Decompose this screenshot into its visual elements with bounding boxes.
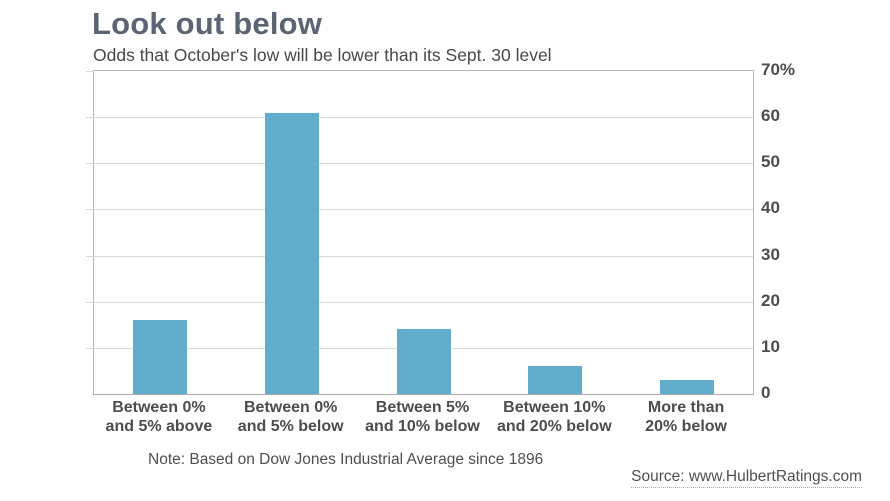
chart-title: Look out below (92, 6, 323, 41)
y-tick-mark (86, 301, 94, 303)
gridline (94, 209, 753, 211)
plot-area (86, 70, 754, 395)
y-tick-label: 10 (761, 336, 780, 356)
y-tick-mark (86, 71, 94, 72)
y-tick-label: 40 (761, 198, 780, 218)
y-tick-mark (86, 209, 94, 211)
y-tick-label: 0 (761, 383, 771, 402)
bar (132, 320, 187, 394)
bar (264, 112, 319, 394)
y-tick-mark (86, 347, 94, 349)
y-tick-mark (86, 117, 94, 119)
x-category-label: Between 0% and 5% below (237, 399, 344, 435)
footnote: Note: Based on Dow Jones Industrial Aver… (148, 451, 544, 468)
y-tick-label: 60 (761, 106, 780, 126)
gridline (94, 117, 753, 119)
y-axis-labels: 0 10 20 30 40 50 60 70% (761, 60, 831, 402)
y-tick-mark (86, 163, 94, 165)
chart-subtitle: Odds that October's low will be lower th… (93, 45, 552, 65)
bar (528, 366, 583, 394)
gridline (94, 163, 753, 165)
bar (396, 329, 451, 394)
y-tick-label: 30 (761, 244, 780, 264)
x-category-label: More than 20% below (645, 399, 727, 435)
x-category-label: Between 10% and 20% below (496, 399, 612, 435)
y-tick-mark (86, 255, 94, 257)
y-tick-label: 50 (761, 152, 780, 172)
source-link[interactable]: Source: www.HulbertRatings.com (631, 468, 862, 488)
bar (660, 380, 715, 394)
x-category-label: Between 0% and 5% above (105, 399, 213, 435)
gridline (94, 255, 753, 257)
y-tick-label: 70% (761, 60, 796, 79)
x-axis-labels: Between 0% and 5% above Between 0% and 5% b… (93, 398, 752, 440)
gridline (94, 301, 753, 303)
x-category-label: Between 5% and 10% below (365, 399, 480, 435)
y-tick-label: 20 (761, 290, 780, 310)
